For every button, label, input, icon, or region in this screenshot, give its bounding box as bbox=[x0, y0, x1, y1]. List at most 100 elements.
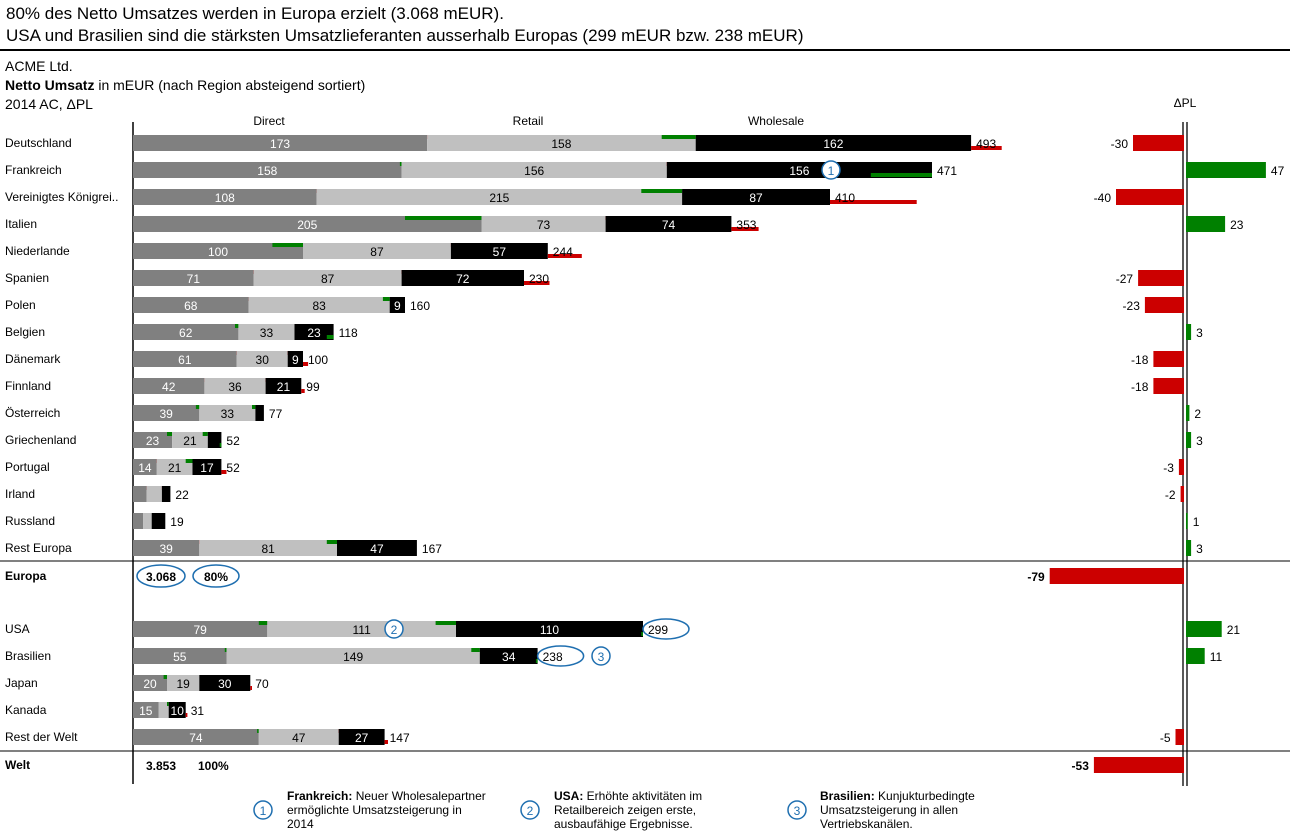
period-label: 2014 AC, ΔPL bbox=[5, 96, 93, 112]
footnote-2: USA: Erhöhte aktivitäten im Retailbereic… bbox=[554, 789, 754, 831]
total-label: 52 bbox=[226, 461, 240, 475]
dpl-label: -30 bbox=[1111, 137, 1129, 151]
total-label: 22 bbox=[175, 488, 189, 502]
dpl-bar bbox=[1144, 297, 1184, 313]
footnote-number-2: 2 bbox=[527, 804, 534, 818]
bar-wholesale bbox=[338, 729, 385, 745]
total-label: 299 bbox=[648, 623, 668, 637]
value-label-wholesale: 110 bbox=[540, 623, 559, 637]
dpl-label: 3 bbox=[1196, 542, 1203, 556]
delta-pin-retail bbox=[435, 621, 456, 625]
value-label-direct: 74 bbox=[189, 731, 203, 745]
category-label: USA bbox=[5, 622, 30, 636]
value-label-retail: 149 bbox=[343, 650, 363, 664]
bar-wholesale bbox=[479, 648, 538, 664]
value-label-retail: 30 bbox=[256, 353, 270, 367]
category-label: Belgien bbox=[5, 325, 45, 339]
bar-direct bbox=[133, 162, 402, 178]
value-label-retail: 33 bbox=[221, 407, 235, 421]
series-header-direct: Direct bbox=[253, 114, 285, 128]
dpl-bar bbox=[1175, 729, 1184, 745]
dpl-bar bbox=[1178, 459, 1184, 475]
dpl-bar bbox=[1186, 162, 1266, 178]
europe-label: Europa bbox=[5, 569, 47, 583]
total-label: 52 bbox=[226, 434, 240, 448]
dpl-label: -18 bbox=[1131, 380, 1149, 394]
delta-pin-retail bbox=[252, 405, 256, 409]
value-label-direct: 108 bbox=[215, 191, 235, 205]
category-label: Rest Europa bbox=[5, 541, 72, 555]
europe-total: 3.068 bbox=[146, 570, 176, 584]
bar-wholesale bbox=[695, 135, 972, 151]
value-label-direct: 71 bbox=[187, 272, 201, 286]
value-label-direct: 173 bbox=[270, 137, 290, 151]
delta-pin-direct bbox=[195, 405, 200, 409]
total-label: 230 bbox=[529, 272, 549, 286]
bar-wholesale bbox=[456, 621, 643, 637]
delta-pin-wholesale bbox=[731, 227, 759, 231]
value-label-direct: 68 bbox=[184, 299, 198, 313]
delta-pin-wholesale bbox=[870, 173, 932, 177]
world-dpl-bar bbox=[1093, 757, 1184, 773]
dpl-label: -27 bbox=[1116, 272, 1134, 286]
total-label: 70 bbox=[255, 677, 269, 691]
dpl-bar bbox=[1180, 486, 1184, 502]
value-label-wholesale: 27 bbox=[355, 731, 369, 745]
value-label-wholesale: 17 bbox=[200, 461, 214, 475]
dpl-label: 1 bbox=[1193, 515, 1200, 529]
delta-pin-direct bbox=[235, 324, 239, 328]
total-label: 77 bbox=[269, 407, 283, 421]
company-name: ACME Ltd. bbox=[5, 58, 73, 74]
category-label: Deutschland bbox=[5, 136, 72, 150]
bar-direct bbox=[133, 729, 259, 745]
delta-pin-wholesale bbox=[830, 200, 917, 204]
bar-wholesale bbox=[199, 675, 251, 691]
value-label-direct: 61 bbox=[178, 353, 192, 367]
total-label: 238 bbox=[543, 650, 563, 664]
dpl-label: 3 bbox=[1196, 326, 1203, 340]
value-label-retail: 111 bbox=[353, 623, 372, 637]
bar-retail bbox=[143, 513, 152, 529]
europe-dpl-label: -79 bbox=[1027, 570, 1045, 584]
delta-pin-direct bbox=[167, 432, 173, 436]
delta-pin-retail bbox=[661, 135, 696, 139]
delta-pin-retail bbox=[471, 648, 480, 652]
bar-retail bbox=[226, 648, 480, 664]
category-label: Irland bbox=[5, 487, 35, 501]
bar-retail bbox=[427, 135, 696, 151]
bar-wholesale bbox=[265, 378, 302, 394]
footnote-1: Frankreich: Neuer Wholesalepartner ermög… bbox=[287, 789, 487, 831]
delta-pin-wholesale bbox=[301, 389, 305, 393]
dpl-bar bbox=[1186, 513, 1188, 529]
category-label: Vereinigtes Königrei.. bbox=[5, 190, 118, 204]
europe-total-ellipse bbox=[136, 564, 186, 588]
delta-pin-direct bbox=[258, 621, 268, 625]
dpl-label: -5 bbox=[1160, 731, 1171, 745]
value-label-wholesale: 72 bbox=[456, 272, 470, 286]
delta-pin-wholesale bbox=[535, 659, 538, 663]
bar-direct bbox=[133, 459, 157, 475]
value-label-wholesale: 21 bbox=[277, 380, 291, 394]
europe-share-ellipse bbox=[192, 564, 240, 588]
footnote-number-1: 1 bbox=[260, 804, 267, 818]
world-label: Welt bbox=[5, 758, 30, 772]
footnote-circle-3 bbox=[787, 800, 807, 820]
footnote-1-text: Neuer Wholesalepartner ermöglichte Umsat… bbox=[287, 789, 486, 831]
category-label: Brasilien bbox=[5, 649, 51, 663]
category-label: Finnland bbox=[5, 379, 51, 393]
value-label-retail: 36 bbox=[228, 380, 242, 394]
bar-wholesale bbox=[682, 189, 830, 205]
bar-wholesale bbox=[337, 540, 417, 556]
bar-wholesale bbox=[161, 486, 171, 502]
bar-direct bbox=[133, 702, 159, 718]
total-label: 118 bbox=[339, 326, 358, 340]
bar-wholesale bbox=[294, 324, 334, 340]
bar-retail bbox=[199, 405, 256, 421]
total-label: 147 bbox=[390, 731, 410, 745]
delta-header: ΔPL bbox=[1174, 96, 1197, 110]
bar-retail bbox=[303, 243, 451, 259]
value-label-wholesale: 57 bbox=[493, 245, 507, 259]
delta-pin-wholesale bbox=[303, 362, 309, 366]
dpl-label: 3 bbox=[1196, 434, 1203, 448]
dpl-bar bbox=[1186, 540, 1192, 556]
